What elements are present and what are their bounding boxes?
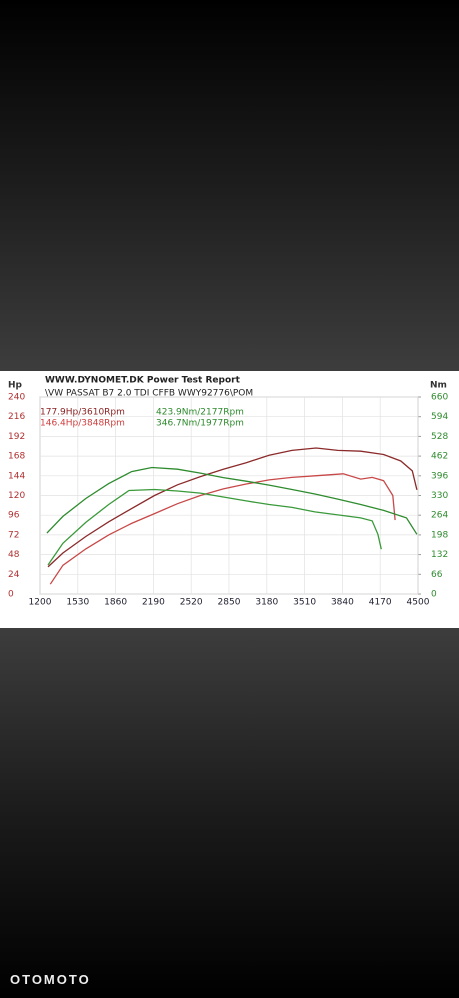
- annotation: 423.9Nm/2177Rpm: [156, 408, 244, 418]
- y2-tick-label: 198: [431, 530, 448, 540]
- x-tick-label: 3840: [331, 598, 354, 608]
- x-tick-label: 3510: [293, 598, 316, 608]
- y-tick-label: 72: [8, 530, 19, 540]
- y-axis-label: Hp: [8, 381, 23, 391]
- y2-tick-label: 66: [431, 570, 443, 580]
- y-tick-label: 168: [8, 452, 25, 462]
- chart-subtitle: \VW PASSAT B7 2.0 TDI CFFB WWY92776\POM: [45, 389, 253, 399]
- x-tick-label: 2520: [180, 598, 203, 608]
- y2-tick-label: 264: [431, 511, 448, 521]
- x-tick-label: 4500: [407, 598, 430, 608]
- chart: WWW.DYNOMET.DK Power Test Report \VW PAS…: [0, 371, 459, 628]
- y-tick-label: 216: [8, 412, 25, 422]
- y2-tick-label: 528: [431, 432, 448, 442]
- y2-tick-label: 132: [431, 550, 448, 560]
- y2-tick-label: 594: [431, 412, 448, 422]
- y-tick-label: 240: [8, 393, 25, 403]
- y-tick-label: 120: [8, 491, 25, 501]
- x-tick-label: 1860: [104, 598, 127, 608]
- y-tick-label: 48: [8, 550, 20, 560]
- y-tick-label: 24: [8, 570, 20, 580]
- annotation: 146.4Hp/3848Rpm: [40, 419, 125, 429]
- y2-tick-label: 0: [431, 590, 437, 600]
- x-tick-label: 2850: [218, 598, 241, 608]
- y2-tick-label: 330: [431, 491, 448, 501]
- x-tick-label: 2190: [142, 598, 165, 608]
- annotation: 177.9Hp/3610Rpm: [40, 408, 125, 418]
- annotation: 346.7Nm/1977Rpm: [156, 419, 244, 429]
- y2-tick-label: 462: [431, 452, 448, 462]
- y2-axis-label: Nm: [430, 381, 447, 391]
- y-tick-label: 96: [8, 511, 20, 521]
- x-tick-label: 1200: [29, 598, 52, 608]
- y-tick-label: 144: [8, 471, 25, 481]
- x-tick-label: 1530: [66, 598, 89, 608]
- y2-tick-label: 396: [431, 471, 448, 481]
- series-line: [49, 473, 396, 585]
- y2-tick-label: 660: [431, 393, 448, 403]
- x-tick-label: 4170: [369, 598, 392, 608]
- watermark: OTOMOTO: [10, 972, 91, 987]
- chart-title: WWW.DYNOMET.DK Power Test Report: [45, 376, 241, 386]
- y-tick-label: 0: [8, 590, 14, 600]
- x-tick-label: 3180: [255, 598, 278, 608]
- series-line: [46, 466, 418, 535]
- y-tick-label: 192: [8, 432, 25, 442]
- series-line: [47, 488, 382, 566]
- series-line: [47, 447, 418, 568]
